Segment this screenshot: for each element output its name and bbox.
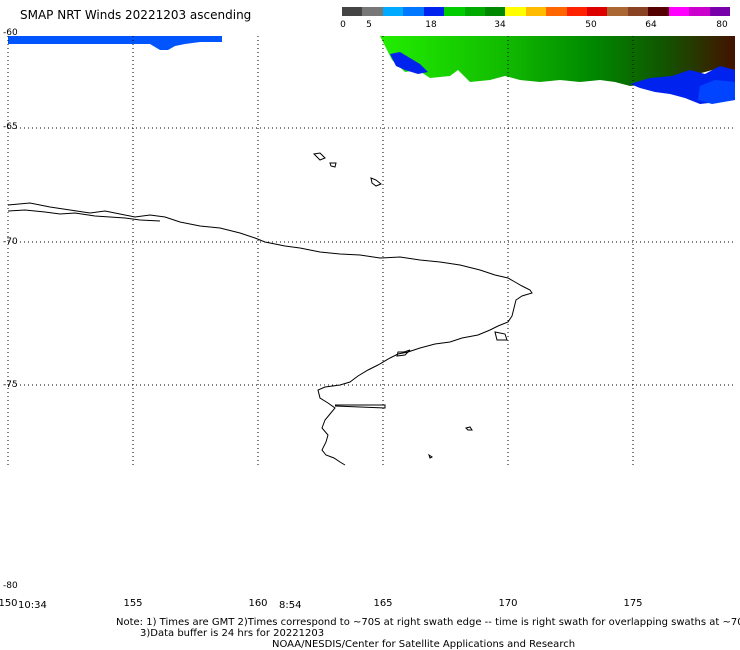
colorbar-segment	[423, 7, 445, 16]
map-title: SMAP NRT Winds 20221203 ascending	[20, 8, 252, 22]
colorbar-tick: 64	[645, 20, 657, 30]
colorbar-segment	[587, 7, 608, 16]
colorbar-segment	[403, 7, 424, 16]
lat-label: -60	[3, 28, 18, 38]
note-line: Note: 1) Times are GMT 2)Times correspon…	[116, 617, 740, 628]
wind-swath-right-blue-c	[698, 80, 735, 104]
colorbar-segment	[362, 7, 383, 16]
colorbar-tick: 5	[366, 20, 372, 30]
colorbar-tick: 80	[716, 20, 728, 30]
colorbar-segment	[648, 7, 669, 16]
note-line: 3)Data buffer is 24 hrs for 20221203	[140, 628, 325, 639]
colorbar-segment	[484, 7, 506, 16]
lon-label: 160	[248, 598, 268, 609]
lat-label: -80	[3, 581, 18, 591]
colorbar-segment	[709, 7, 731, 16]
colorbar-segment	[668, 7, 690, 16]
lon-label: 165	[373, 598, 393, 609]
colorbar-tick: 18	[425, 20, 437, 30]
colorbar-segment	[607, 7, 628, 16]
colorbar-tick: 0	[340, 20, 346, 30]
colorbar-segment	[546, 7, 567, 16]
wind-swath-right-green	[380, 36, 735, 86]
colorbar-segment	[689, 7, 710, 16]
wind-speed-colorbar	[342, 7, 731, 16]
antarctic-coastline	[7, 152, 533, 466]
colorbar-segment	[464, 7, 485, 16]
colorbar-segment	[525, 7, 547, 16]
graticule	[8, 36, 735, 465]
lon-label: 155	[123, 598, 143, 609]
lat-label: -75	[3, 380, 18, 390]
wind-swath-left	[8, 36, 222, 50]
colorbar-segment	[566, 7, 588, 16]
wind-swath-right-blue-a	[390, 52, 428, 74]
colorbar-tick: 34	[494, 20, 506, 30]
colorbar-segment	[444, 7, 465, 16]
lat-label: -70	[3, 237, 18, 247]
credit-line: NOAA/NESDIS/Center for Satellite Applica…	[272, 639, 576, 650]
lon-label: 150	[0, 598, 18, 609]
colorbar-segment	[505, 7, 526, 16]
colorbar-segment	[627, 7, 649, 16]
swath-time-label: 10:34	[18, 600, 47, 611]
colorbar-tick: 50	[585, 20, 597, 30]
colorbar-segment	[382, 7, 404, 16]
lon-label: 170	[498, 598, 518, 609]
lat-label: -65	[3, 122, 18, 132]
lon-label: 175	[623, 598, 643, 609]
swath-time-label: 8:54	[279, 600, 302, 611]
colorbar-segment	[342, 7, 363, 16]
